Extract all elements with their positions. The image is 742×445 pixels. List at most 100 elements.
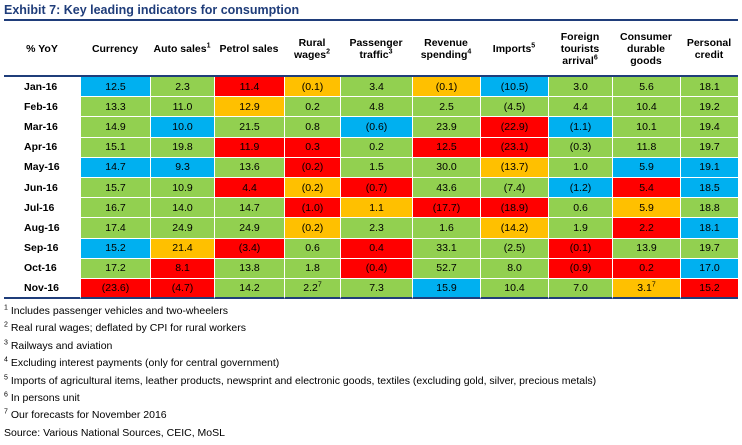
table-cell: 8.1: [150, 258, 214, 279]
footnote-text: Real rural wages; deflated by CPI for ru…: [10, 322, 247, 335]
table-cell: (0.2): [284, 177, 340, 199]
table-row: Sep-16 15.2 21.4 (3.4) 0.6 0.4 33.1 (2.5) (0.1) 1…: [4, 238, 738, 259]
table-cell: (0.7): [340, 177, 412, 199]
table-cell: 14.7: [214, 198, 284, 219]
footnote: 5 Imports of agricultural items, leather…: [4, 373, 596, 390]
table-cell: (0.1): [548, 238, 612, 259]
table-cell: 15.2: [80, 238, 150, 259]
footnote-text: Source: Various National Sources, CEIC, …: [4, 426, 225, 439]
row-month: Sep-16: [4, 238, 80, 259]
table-cell: 19.8: [150, 137, 214, 158]
table-cell: 10.9: [150, 177, 214, 199]
row-month: Apr-16: [4, 137, 80, 158]
table-cell: 15.2: [680, 278, 738, 300]
table-cell: (22.9): [480, 117, 548, 138]
column-header: Rural wages2: [284, 23, 340, 77]
footnote: 2 Real rural wages; deflated by CPI for …: [4, 320, 596, 337]
table-row: Jun-16 15.7 10.9 4.4 (0.2) (0.7) 43.6 (7.4) (1.2…: [4, 177, 738, 199]
table-cell: 1.0: [548, 157, 612, 178]
table-cell: 15.1: [80, 137, 150, 158]
table-cell: (4.7): [150, 278, 214, 300]
table-cell: (0.9): [548, 258, 612, 279]
table-cell: (0.4): [340, 258, 412, 279]
row-month: Jul-16: [4, 198, 80, 219]
footnote-number: 6: [4, 391, 8, 399]
table-cell: (0.2): [284, 218, 340, 239]
table-cell: (23.1): [480, 137, 548, 158]
table-cell: 24.9: [150, 218, 214, 239]
footnote: 1 Includes passenger vehicles and two-wh…: [4, 303, 596, 320]
table-cell: 12.9: [214, 97, 284, 118]
footnote-number: 1: [4, 304, 8, 312]
table-cell: 3.17: [612, 278, 680, 300]
table-cell: 12.5: [412, 137, 480, 158]
footnote: 3 Railways and aviation: [4, 338, 596, 355]
table-cell: 21.4: [150, 238, 214, 259]
column-header-label: Currency: [91, 43, 139, 55]
column-header-label: Consumer durable goods: [620, 31, 672, 67]
table-cell: (0.1): [284, 77, 340, 98]
footnote: 4 Excluding interest payments (only for …: [4, 355, 596, 372]
table-cell: 10.1: [612, 117, 680, 138]
table-cell: 5.6: [612, 77, 680, 98]
table-cell: 13.8: [214, 258, 284, 279]
table-cell: 4.4: [548, 97, 612, 118]
table-cell: (0.3): [548, 137, 612, 158]
table-cell: 15.7: [80, 177, 150, 199]
table-cell: 13.6: [214, 157, 284, 178]
column-header: % YoY: [4, 23, 80, 77]
footnote-text: In persons unit: [10, 392, 80, 405]
table-cell: 3.4: [340, 77, 412, 98]
table-row: Mar-16 14.9 10.0 21.5 0.8 (0.6) 23.9 (22.9) (1.1…: [4, 117, 738, 138]
table-cell: 10.4: [480, 278, 548, 300]
table-cell: 10.0: [150, 117, 214, 138]
footnote-marker: 7: [651, 281, 656, 289]
table-cell: 19.7: [680, 137, 738, 158]
table-cell: 13.3: [80, 97, 150, 118]
row-month: May-16: [4, 157, 80, 178]
table-cell: 19.4: [680, 117, 738, 138]
row-month: Mar-16: [4, 117, 80, 138]
table-row: Feb-16 13.3 11.0 12.9 0.2 4.8 2.5 (4.5) 4.4 10.4 1…: [4, 97, 738, 118]
table-cell: 8.0: [480, 258, 548, 279]
table-cell: (23.6): [80, 278, 150, 300]
table-cell: 1.9: [548, 218, 612, 239]
column-header: Imports5: [480, 23, 548, 77]
table-cell: 1.1: [340, 198, 412, 219]
table-row: Aug-16 17.4 24.9 24.9 (0.2) 2.3 1.6 (14.2) 1.9 2.…: [4, 218, 738, 239]
table-cell: 17.2: [80, 258, 150, 279]
table-cell: 7.0: [548, 278, 612, 300]
footnote-number: 4: [4, 356, 8, 364]
table-cell: 1.6: [412, 218, 480, 239]
table-cell: 2.27: [284, 278, 340, 300]
row-month: Nov-16: [4, 278, 80, 300]
table-cell: 43.6: [412, 177, 480, 199]
table-cell: 5.9: [612, 157, 680, 178]
column-header: Consumer durable goods: [612, 23, 680, 77]
table-cell: 18.1: [680, 77, 738, 98]
column-header: Petrol sales: [214, 23, 284, 77]
footnote-marker: 7: [317, 281, 322, 289]
footnote-text: Railways and aviation: [10, 339, 113, 352]
column-header: Currency: [80, 23, 150, 77]
table-cell: 2.3: [150, 77, 214, 98]
table-cell: 19.2: [680, 97, 738, 118]
table-row: Apr-16 15.1 19.8 11.9 0.3 0.2 12.5 (23.1) (0.3) 1…: [4, 137, 738, 158]
column-header-label: Petrol sales: [219, 43, 279, 55]
table-cell: 0.2: [612, 258, 680, 279]
row-month: Aug-16: [4, 218, 80, 239]
table-row: Jan-16 12.5 2.3 11.4 (0.1) 3.4 (0.1) (10.5) 3.0 5…: [4, 77, 738, 98]
table-cell: 10.4: [612, 97, 680, 118]
table-cell: (3.4): [214, 238, 284, 259]
table-cell: 5.9: [612, 198, 680, 219]
table-cell: 2.5: [412, 97, 480, 118]
table-cell: 14.7: [80, 157, 150, 178]
table-row: Jul-16 16.7 14.0 14.7 (1.0) 1.1 (17.7) (18.9) 0.…: [4, 198, 738, 219]
column-header-label: Revenue spending: [420, 37, 468, 61]
table-cell: (7.4): [480, 177, 548, 199]
column-header-label: Passenger traffic: [349, 37, 403, 61]
table-row: May-16 14.7 9.3 13.6 (0.2) 1.5 30.0 (13.7) 1.0 5.…: [4, 157, 738, 178]
table-cell: 0.2: [340, 137, 412, 158]
table-cell: 3.0: [548, 77, 612, 98]
table-cell: 0.6: [548, 198, 612, 219]
